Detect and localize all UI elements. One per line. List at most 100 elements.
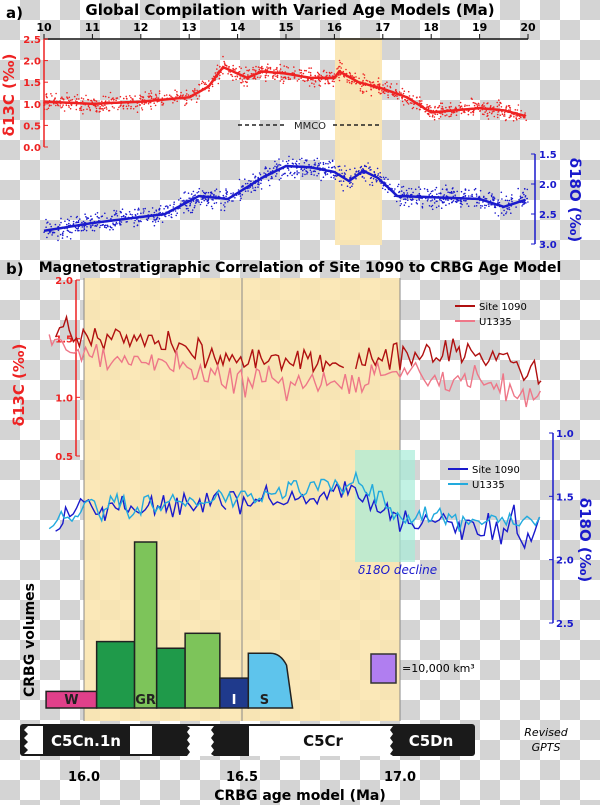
scatter-point xyxy=(426,106,428,108)
scatter-point xyxy=(138,220,140,223)
scatter-point xyxy=(369,169,371,171)
scatter-point xyxy=(219,74,221,77)
scatter-point xyxy=(269,167,271,170)
scatter-point xyxy=(438,104,441,107)
scatter-point xyxy=(374,173,377,176)
scatter-point xyxy=(192,190,195,193)
scatter-point xyxy=(275,163,278,165)
left-tick-label: 1.5 xyxy=(55,335,73,346)
scatter-point xyxy=(402,104,405,106)
scatter-point xyxy=(72,223,75,225)
bar-S xyxy=(247,652,294,709)
scatter-point xyxy=(264,173,267,175)
scatter-point xyxy=(197,191,200,193)
scatter-point xyxy=(66,97,69,100)
scatter-point xyxy=(102,107,104,110)
scatter-point xyxy=(108,109,110,112)
scatter-point xyxy=(159,205,162,207)
scatter-point xyxy=(170,216,172,218)
scatter-point xyxy=(185,89,188,92)
scatter-point xyxy=(125,97,128,100)
scatter-point xyxy=(203,83,206,85)
scatter-point xyxy=(363,74,366,76)
scatter-point xyxy=(450,105,452,108)
scatter-point xyxy=(460,190,463,193)
scatter-point xyxy=(170,95,172,98)
scatter-point xyxy=(514,109,517,111)
scatter-point xyxy=(509,114,512,117)
scatter-point xyxy=(337,67,339,69)
d18o-trend-line xyxy=(43,164,526,233)
scatter-point xyxy=(112,99,115,101)
right-tick-label: 1.5 xyxy=(539,150,557,161)
scatter-point xyxy=(497,111,499,113)
scatter-point xyxy=(520,109,522,112)
scatter-point xyxy=(173,201,175,203)
scatter-point xyxy=(518,117,520,120)
scatter-point xyxy=(429,115,431,118)
right-tick-label: 2.5 xyxy=(556,619,574,630)
scatter-point xyxy=(148,210,150,213)
scatter-point xyxy=(445,106,447,109)
scatter-point xyxy=(140,95,142,98)
scatter-point xyxy=(349,168,351,171)
scatter-point xyxy=(80,229,83,232)
scatter-point xyxy=(235,67,237,70)
scatter-point xyxy=(479,189,482,192)
scatter-point xyxy=(117,108,119,111)
scatter-point xyxy=(247,190,249,192)
scatter-point xyxy=(194,194,196,196)
scatter-point xyxy=(281,174,283,177)
scatter-point xyxy=(158,90,161,92)
scatter-point xyxy=(150,95,153,98)
scatter-point xyxy=(199,203,202,206)
right-tick-label: 3.0 xyxy=(539,240,557,251)
scatter-point xyxy=(431,204,434,207)
d18o-decline-label: δ18O decline xyxy=(358,563,437,577)
scatter-point xyxy=(92,224,94,226)
scatter-point xyxy=(143,103,145,105)
scatter-point xyxy=(69,238,72,240)
scatter-point xyxy=(104,104,106,106)
x-tick-label: 11 xyxy=(85,21,100,34)
scatter-point xyxy=(103,224,106,227)
scatter-point xyxy=(462,111,465,113)
scatter-point xyxy=(109,229,111,231)
scatter-point xyxy=(240,67,242,70)
scatter-point xyxy=(328,160,331,163)
scatter-point xyxy=(308,164,310,166)
scatter-point xyxy=(479,110,481,112)
scatter-point xyxy=(247,74,249,76)
scatter-point xyxy=(186,93,188,95)
scatter-point xyxy=(470,97,473,100)
scatter-point xyxy=(111,227,113,229)
scatter-point xyxy=(222,55,224,58)
scatter-point xyxy=(235,78,237,81)
scatter-point xyxy=(455,107,458,110)
scatter-point xyxy=(302,169,304,172)
scatter-point xyxy=(87,217,90,219)
scatter-point xyxy=(349,182,351,184)
scatter-point xyxy=(150,90,152,92)
scatter-point xyxy=(351,183,354,185)
volume-legend-swatch xyxy=(370,653,397,684)
scatter-point xyxy=(62,104,64,106)
scatter-point xyxy=(76,228,79,230)
scatter-point xyxy=(130,107,132,110)
scatter-point xyxy=(155,210,158,212)
scatter-point xyxy=(155,218,158,220)
scatter-point xyxy=(309,71,312,74)
scatter-point xyxy=(491,111,494,113)
scatter-point xyxy=(122,107,125,110)
scatter-point xyxy=(453,190,455,193)
scatter-point xyxy=(161,97,164,99)
scatter-point xyxy=(500,212,503,214)
scatter-point xyxy=(397,185,399,188)
scatter-point xyxy=(74,100,77,102)
scatter-point xyxy=(493,115,496,118)
scatter-point xyxy=(488,205,490,207)
scatter-point xyxy=(482,196,485,199)
scatter-point xyxy=(309,169,312,171)
scatter-point xyxy=(344,173,347,175)
scatter-point xyxy=(362,172,365,174)
